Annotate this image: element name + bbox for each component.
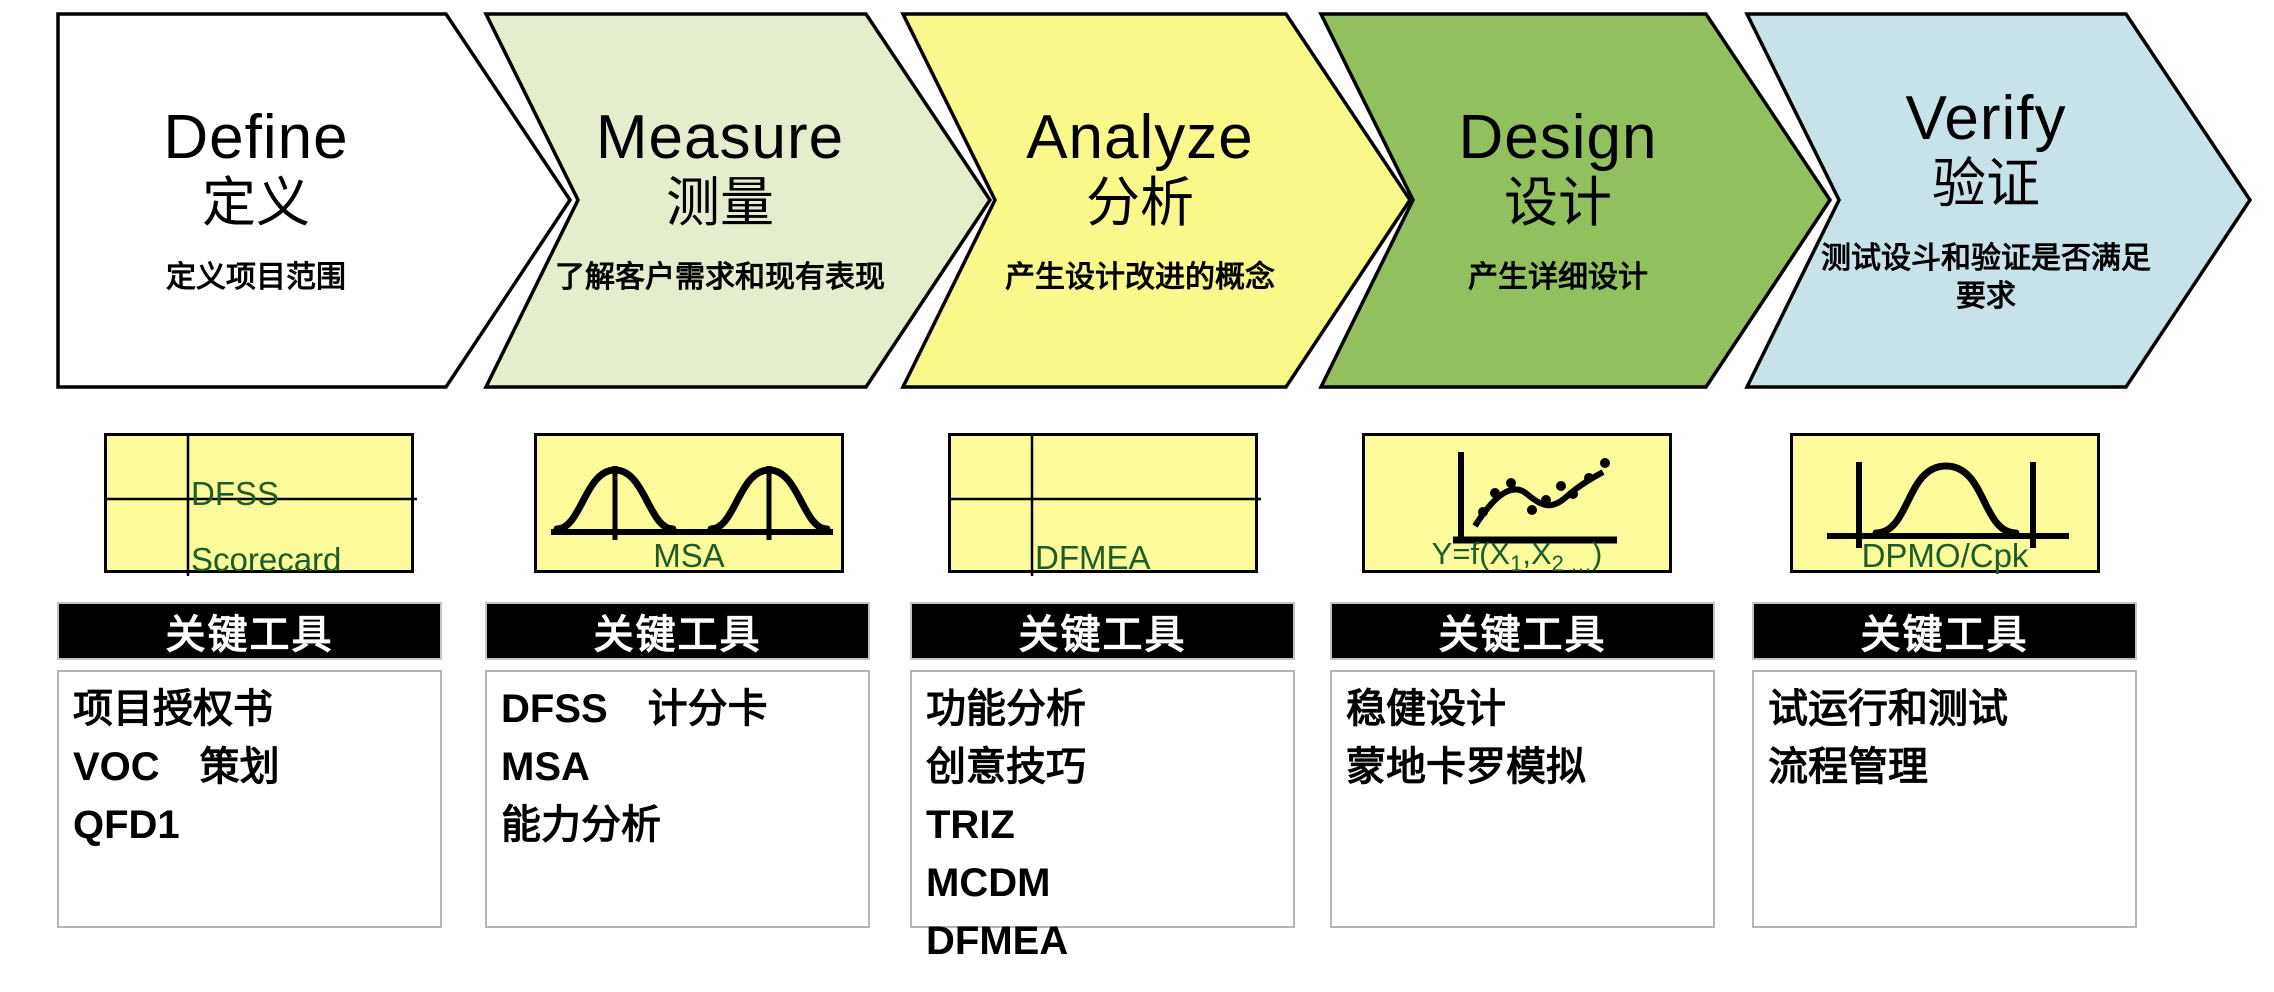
chevron-analyze-shape	[900, 12, 1413, 389]
tool-item: 创意技巧	[926, 745, 1086, 789]
msa-label: MSA	[653, 537, 725, 574]
table-grid-icon	[107, 436, 417, 576]
formula-sub-1: 1	[1510, 551, 1523, 577]
tools-list-verify: 试运行和测试 流程管理	[1752, 670, 2137, 928]
tools-list-define: 项目授权书 VOC 策划 QFD1	[57, 670, 442, 928]
icon-box-analyze: DFMEA	[948, 433, 1261, 576]
formula-sub-2: 2 …	[1551, 551, 1592, 577]
dpmo-cpk-label: DPMO/Cpk	[1861, 537, 2029, 574]
tools-header-analyze: 关键工具	[910, 602, 1295, 660]
tools-header-measure: 关键工具	[485, 602, 870, 660]
formula-part: Y=f(X	[1431, 536, 1511, 571]
tools-list-analyze: 功能分析 创意技巧 TRIZ MCDM DFMEA	[910, 670, 1295, 963]
chevron-define-shape	[56, 12, 573, 389]
chevron-design-shape	[1318, 12, 1833, 389]
tool-item: VOC 策划	[73, 745, 280, 789]
tool-item: DFSS 计分卡	[501, 687, 768, 731]
icon-box-design: Y=f(X1,X2 …)	[1362, 433, 1672, 576]
tool-item: QFD1	[73, 803, 180, 847]
tool-item: 能力分析	[501, 803, 661, 847]
tool-item: DFMEA	[926, 919, 1069, 963]
tool-item: MCDM	[926, 861, 1051, 905]
y-fx-formula-label: Y=f(X1,X2 …)	[1365, 536, 1669, 582]
formula-part: )	[1591, 536, 1603, 571]
formula-part: ,X	[1522, 536, 1552, 571]
capability-bell-icon	[1827, 462, 2069, 548]
scatter-plot-icon	[1453, 452, 1617, 544]
tools-list-measure: DFSS 计分卡 MSA 能力分析	[485, 670, 870, 928]
icon-box-measure: MSA	[534, 433, 844, 574]
table-grid-icon	[951, 436, 1261, 576]
tools-header-define: 关键工具	[57, 602, 442, 660]
tool-item: 流程管理	[1768, 745, 1928, 789]
chevron-verify-shape	[1744, 12, 2253, 389]
tool-item: 稳健设计	[1346, 687, 1506, 731]
tools-list-design: 稳健设计 蒙地卡罗模拟	[1330, 670, 1715, 928]
twin-bell-curves-icon	[551, 466, 833, 540]
tools-header-verify: 关键工具	[1752, 602, 2137, 660]
icon-box-verify: DPMO/Cpk	[1790, 433, 2100, 574]
tool-item: MSA	[501, 745, 590, 789]
tool-item: 项目授权书	[73, 687, 273, 731]
dfss-scorecard-label-bottom: Scorecard	[191, 541, 342, 578]
dfmea-label: DFMEA	[1035, 539, 1151, 576]
phase-chevrons	[56, 12, 2253, 389]
chevron-measure-shape	[483, 12, 993, 389]
dfss-scorecard-label-top: DFSS	[191, 475, 280, 512]
tool-item: 蒙地卡罗模拟	[1346, 745, 1586, 789]
tool-item: 功能分析	[926, 687, 1086, 731]
tool-item: 试运行和测试	[1768, 687, 2008, 731]
tool-item: TRIZ	[926, 803, 1015, 847]
icon-box-define: DFSS Scorecard	[104, 433, 417, 578]
tools-header-design: 关键工具	[1330, 602, 1715, 660]
